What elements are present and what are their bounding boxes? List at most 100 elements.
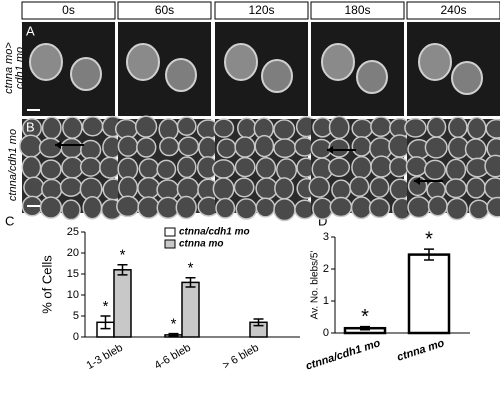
y-tick-label: 1 [323, 295, 329, 307]
cell [274, 177, 295, 200]
bar [407, 253, 451, 335]
cell [427, 195, 448, 217]
cell [41, 178, 63, 200]
panel-label: D [318, 213, 327, 228]
bar [181, 281, 200, 338]
x-tick-label: > 6 bleb [221, 342, 261, 372]
y-tick-label: 5 [73, 310, 79, 322]
cell [116, 195, 140, 218]
y-axis-label: % of Cells [39, 255, 54, 314]
row-label: ctnna/cdh1 mo [7, 129, 19, 201]
cell [351, 118, 374, 139]
cell [70, 57, 102, 91]
cell [466, 116, 487, 140]
cell [213, 118, 235, 138]
cell [60, 137, 83, 159]
significance: * [188, 260, 194, 277]
time-label: 0s [62, 3, 75, 17]
cell [321, 43, 355, 81]
cell [273, 119, 296, 141]
cell [118, 176, 139, 200]
cell [233, 177, 255, 198]
cell [165, 58, 197, 92]
cell [212, 159, 235, 179]
cell [19, 134, 43, 158]
cell [331, 179, 352, 201]
cell [79, 156, 102, 177]
cell [466, 177, 486, 199]
cell [41, 116, 62, 140]
cell [370, 155, 393, 178]
y-tick-label: 0 [323, 327, 329, 339]
cell [349, 176, 370, 197]
error-bar [360, 325, 370, 331]
cell [276, 158, 298, 182]
cell [308, 176, 330, 198]
panel-label: B [26, 119, 35, 134]
panel-label: A [26, 23, 35, 38]
cell [310, 138, 333, 159]
cell [61, 156, 84, 179]
y-tick-label: 3 [323, 231, 329, 243]
cell [234, 136, 256, 158]
cell [424, 159, 447, 181]
legend-swatch [164, 239, 176, 249]
cell [351, 155, 372, 180]
x-tick-label: 4-6 bleb [153, 342, 193, 372]
cell [446, 197, 468, 221]
cell [212, 177, 235, 201]
y-axis-label: Av. No. blebs/5' [310, 251, 321, 320]
panel-label: C [5, 213, 14, 228]
cell [483, 177, 500, 200]
cell [407, 196, 431, 219]
cell [159, 136, 180, 157]
cell [255, 197, 276, 218]
cell [485, 118, 500, 139]
cell [255, 177, 279, 200]
cell [424, 136, 448, 159]
cell [138, 158, 160, 180]
y-tick-label: 10 [67, 289, 79, 301]
time-label: 240s [440, 3, 466, 17]
y-tick-label: 2 [323, 263, 329, 275]
cell [328, 138, 350, 158]
legend-swatch [164, 227, 176, 237]
cell [370, 116, 392, 137]
row-label: ctnna mo> [3, 42, 15, 94]
cell [198, 136, 218, 159]
cell [126, 43, 160, 81]
cell [484, 154, 500, 178]
time-label: 60s [155, 3, 174, 17]
cell [418, 43, 452, 81]
error-bar [424, 248, 434, 261]
significance: * [361, 306, 369, 328]
y-tick-label: 15 [67, 268, 79, 280]
cell [39, 196, 62, 219]
time-box [21, 1, 116, 20]
cell [38, 137, 63, 158]
cell [176, 116, 197, 136]
cell [350, 196, 373, 220]
time-box [117, 1, 212, 20]
cell [444, 178, 467, 199]
legend-label: ctnna mo [179, 239, 223, 250]
error-bar [168, 332, 179, 337]
cell [175, 195, 197, 220]
x-tick-label: ctnna mo [396, 337, 446, 364]
time-box [214, 1, 309, 20]
cell [59, 176, 83, 197]
error-bar [253, 318, 264, 327]
cell [329, 196, 353, 218]
cell [134, 115, 158, 138]
legend-label: ctnna/cdh1 mo [179, 227, 250, 238]
error-bar [117, 264, 128, 276]
cell [82, 196, 103, 220]
x-tick-label: ctnna/cdh1 mo [304, 337, 382, 372]
cell [351, 136, 372, 157]
cell [404, 117, 427, 138]
cell [426, 116, 447, 138]
cell [464, 138, 487, 161]
bar [113, 269, 132, 338]
error-bar [185, 277, 196, 288]
